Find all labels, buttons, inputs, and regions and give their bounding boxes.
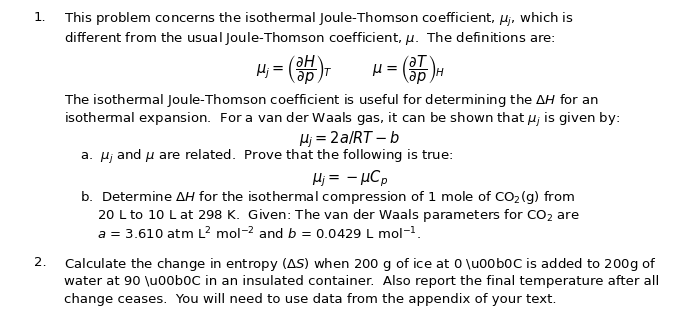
Text: $a$ = 3.610 atm L$^2$ mol$^{-2}$ and $b$ = 0.0429 L mol$^{-1}$.: $a$ = 3.610 atm L$^2$ mol$^{-2}$ and $b$… <box>97 225 421 242</box>
Text: $\mu_j = 2a/RT - b$: $\mu_j = 2a/RT - b$ <box>300 130 400 150</box>
Text: $\mu_j = \left(\dfrac{\partial H}{\partial p}\right)_{\!T} \qquad\quad \mu = \le: $\mu_j = \left(\dfrac{\partial H}{\parti… <box>256 53 444 87</box>
Text: 1.: 1. <box>34 11 46 25</box>
Text: water at 90 \u00b0C in an insulated container.  Also report the final temperatur: water at 90 \u00b0C in an insulated cont… <box>64 275 659 288</box>
Text: $\mu_j = -\mu C_p$: $\mu_j = -\mu C_p$ <box>312 168 388 189</box>
Text: change ceases.  You will need to use data from the appendix of your text.: change ceases. You will need to use data… <box>64 293 557 306</box>
Text: b.  Determine $\Delta H$ for the isothermal compression of 1 mole of CO$_2$(g) f: b. Determine $\Delta H$ for the isotherm… <box>80 189 575 206</box>
Text: The isothermal Joule-Thomson coefficient is useful for determining the $\Delta H: The isothermal Joule-Thomson coefficient… <box>64 92 599 110</box>
Text: Calculate the change in entropy ($\Delta S$) when 200 g of ice at 0 \u00b0C is a: Calculate the change in entropy ($\Delta… <box>64 256 657 273</box>
Text: different from the usual Joule-Thomson coefficient, $\mu$.  The definitions are:: different from the usual Joule-Thomson c… <box>64 30 556 47</box>
Text: 2.: 2. <box>34 256 46 269</box>
Text: 20 L to 10 L at 298 K.  Given: The van der Waals parameters for CO$_2$ are: 20 L to 10 L at 298 K. Given: The van de… <box>97 207 579 224</box>
Text: a.  $\mu_j$ and $\mu$ are related.  Prove that the following is true:: a. $\mu_j$ and $\mu$ are related. Prove … <box>80 148 454 166</box>
Text: This problem concerns the isothermal Joule-Thomson coefficient, $\mu_j$, which i: This problem concerns the isothermal Jou… <box>64 11 574 30</box>
Text: isothermal expansion.  For a van der Waals gas, it can be shown that $\mu_j$ is : isothermal expansion. For a van der Waal… <box>64 111 620 129</box>
